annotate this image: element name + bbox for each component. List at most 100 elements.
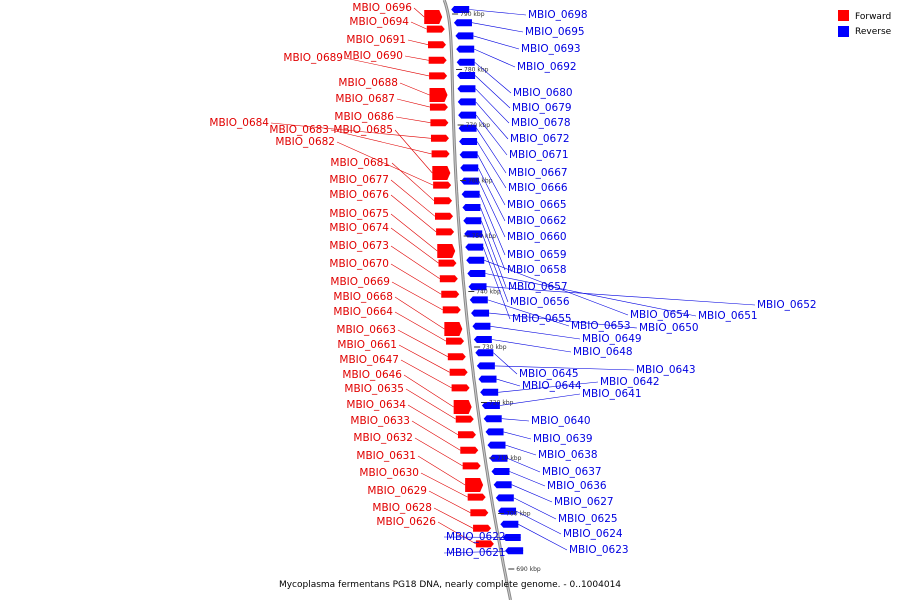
forward-leader-line <box>394 296 445 330</box>
reverse-gene-mbio_0638[interactable] <box>487 441 506 449</box>
reverse-gene-mbio_0625[interactable] <box>495 494 514 502</box>
forward-gene-mbio_0675[interactable] <box>437 244 456 258</box>
forward-gene-mbio_0690[interactable] <box>428 56 447 64</box>
reverse-gene-mbio_0653[interactable] <box>469 296 488 304</box>
reverse-gene-mbio_0658[interactable] <box>462 204 481 211</box>
reverse-gene-mbio_0624[interactable] <box>498 507 517 515</box>
reverse-gene-mbio_0637[interactable] <box>489 454 508 462</box>
forward-gene-label: MBIO_0673 <box>329 240 389 252</box>
reverse-gene-label: MBIO_0654 <box>630 309 690 321</box>
reverse-leader-line <box>487 299 570 327</box>
forward-gene-mbio_0626[interactable] <box>475 540 494 548</box>
reverse-gene-mbio_0640[interactable] <box>483 415 502 423</box>
forward-gene-mbio_0696[interactable] <box>424 10 443 24</box>
reverse-gene-mbio_0692[interactable] <box>456 45 475 53</box>
forward-gene-mbio_0633[interactable] <box>460 446 479 454</box>
forward-gene-label: MBIO_0628 <box>372 502 432 514</box>
reverse-gene-mbio_0652[interactable] <box>468 283 487 291</box>
forward-gene-mbio_0674[interactable] <box>438 259 457 267</box>
reverse-gene-mbio_0698[interactable] <box>451 6 470 13</box>
forward-gene-mbio_0685[interactable] <box>432 166 451 180</box>
forward-gene-mbio_0661[interactable] <box>449 368 468 376</box>
forward-gene-mbio_0669[interactable] <box>442 306 461 314</box>
reverse-gene-mbio_0657[interactable] <box>463 217 482 225</box>
forward-gene-mbio_0684[interactable] <box>430 134 449 142</box>
reverse-gene-mbio_0654[interactable] <box>466 256 485 264</box>
reverse-gene-mbio_0641[interactable] <box>481 402 500 409</box>
reverse-gene-mbio_0671[interactable] <box>458 111 477 119</box>
forward-gene-mbio_0628[interactable] <box>473 524 492 532</box>
forward-gene-mbio_0668[interactable] <box>444 322 463 336</box>
reverse-gene-mbio_0672[interactable] <box>457 98 476 106</box>
forward-gene-mbio_0688[interactable] <box>429 88 448 102</box>
reverse-gene-mbio_0650[interactable] <box>471 309 490 317</box>
forward-gene-label: MBIO_0684 <box>209 117 269 129</box>
forward-gene-mbio_0682[interactable] <box>433 181 452 189</box>
forward-gene-mbio_0681[interactable] <box>434 197 453 205</box>
forward-gene-mbio_0670[interactable] <box>441 290 460 298</box>
forward-gene-mbio_0629[interactable] <box>470 509 489 517</box>
reverse-gene-label: MBIO_0656 <box>510 296 570 308</box>
forward-leader-line <box>391 162 435 201</box>
reverse-leader-line <box>481 220 507 288</box>
reverse-gene-mbio_0649[interactable] <box>472 322 491 330</box>
forward-gene-mbio_0686[interactable] <box>430 119 449 127</box>
reverse-gene-mbio_0666[interactable] <box>459 138 478 145</box>
reverse-leader-line <box>486 286 756 306</box>
reverse-gene-mbio_0660[interactable] <box>460 177 479 185</box>
reverse-gene-label: MBIO_0639 <box>533 433 593 445</box>
reverse-leader-line <box>479 194 506 256</box>
forward-gene-mbio_0683[interactable] <box>431 150 450 158</box>
reverse-leader-line <box>490 326 581 340</box>
reverse-gene-mbio_0678[interactable] <box>457 85 476 93</box>
reverse-gene-label: MBIO_0643 <box>636 364 696 376</box>
forward-gene-mbio_0646[interactable] <box>453 400 472 414</box>
forward-gene-label: MBIO_0696 <box>352 2 412 14</box>
forward-gene-mbio_0635[interactable] <box>455 415 474 423</box>
reverse-gene-mbio_0680[interactable] <box>456 58 475 66</box>
forward-gene-mbio_0673[interactable] <box>439 275 458 283</box>
reverse-leader-line <box>511 484 553 503</box>
reverse-gene-mbio_0639[interactable] <box>485 428 504 436</box>
reverse-gene-mbio_0627[interactable] <box>493 481 512 489</box>
reverse-gene-mbio_0643[interactable] <box>476 362 495 370</box>
forward-gene-mbio_0647[interactable] <box>451 384 470 392</box>
forward-gene-mbio_0677[interactable] <box>435 212 454 220</box>
reverse-gene-label: MBIO_0623 <box>569 544 629 556</box>
reverse-gene-mbio_0623[interactable] <box>500 520 519 528</box>
reverse-gene-mbio_0659[interactable] <box>461 190 480 198</box>
forward-gene-mbio_0691[interactable] <box>428 41 447 49</box>
reverse-gene-mbio_0642[interactable] <box>480 388 499 396</box>
reverse-gene-label: MBIO_0671 <box>509 149 569 161</box>
forward-leader-line <box>399 82 430 96</box>
reverse-gene-mbio_0695[interactable] <box>453 19 472 27</box>
reverse-gene-mbio_0665[interactable] <box>459 151 478 159</box>
forward-gene-mbio_0634[interactable] <box>457 431 476 439</box>
forward-gene-mbio_0632[interactable] <box>462 462 481 470</box>
reverse-gene-mbio_0693[interactable] <box>455 32 474 40</box>
reverse-gene-mbio_0648[interactable] <box>473 336 492 343</box>
forward-gene-mbio_0687[interactable] <box>429 103 448 111</box>
forward-leader-line <box>270 122 431 139</box>
tick-label: 790 kbp <box>460 11 485 18</box>
forward-gene-mbio_0663[interactable] <box>447 353 466 361</box>
forward-leader-line <box>428 490 471 513</box>
gene-features <box>424 6 524 555</box>
reverse-gene-mbio_0651[interactable] <box>467 270 486 277</box>
reverse-gene-mbio_0644[interactable] <box>478 375 497 383</box>
reverse-gene-mbio_0636[interactable] <box>491 468 510 475</box>
forward-gene-label: MBIO_0646 <box>342 369 402 381</box>
forward-leader-line <box>403 374 454 408</box>
forward-leader-line <box>390 179 436 217</box>
reverse-gene-mbio_0667[interactable] <box>458 124 477 132</box>
forward-gene-mbio_0676[interactable] <box>436 228 455 236</box>
forward-gene-mbio_0631[interactable] <box>465 478 484 492</box>
reverse-gene-mbio_0679[interactable] <box>457 72 476 79</box>
forward-gene-mbio_0694[interactable] <box>426 25 445 33</box>
reverse-gene-mbio_0655[interactable] <box>465 243 484 251</box>
forward-gene-mbio_0664[interactable] <box>446 337 465 345</box>
forward-gene-mbio_0689[interactable] <box>429 72 448 80</box>
reverse-gene-mbio_0645[interactable] <box>475 349 494 357</box>
forward-gene-mbio_0630[interactable] <box>467 493 486 501</box>
reverse-gene-mbio_0662[interactable] <box>460 164 479 172</box>
